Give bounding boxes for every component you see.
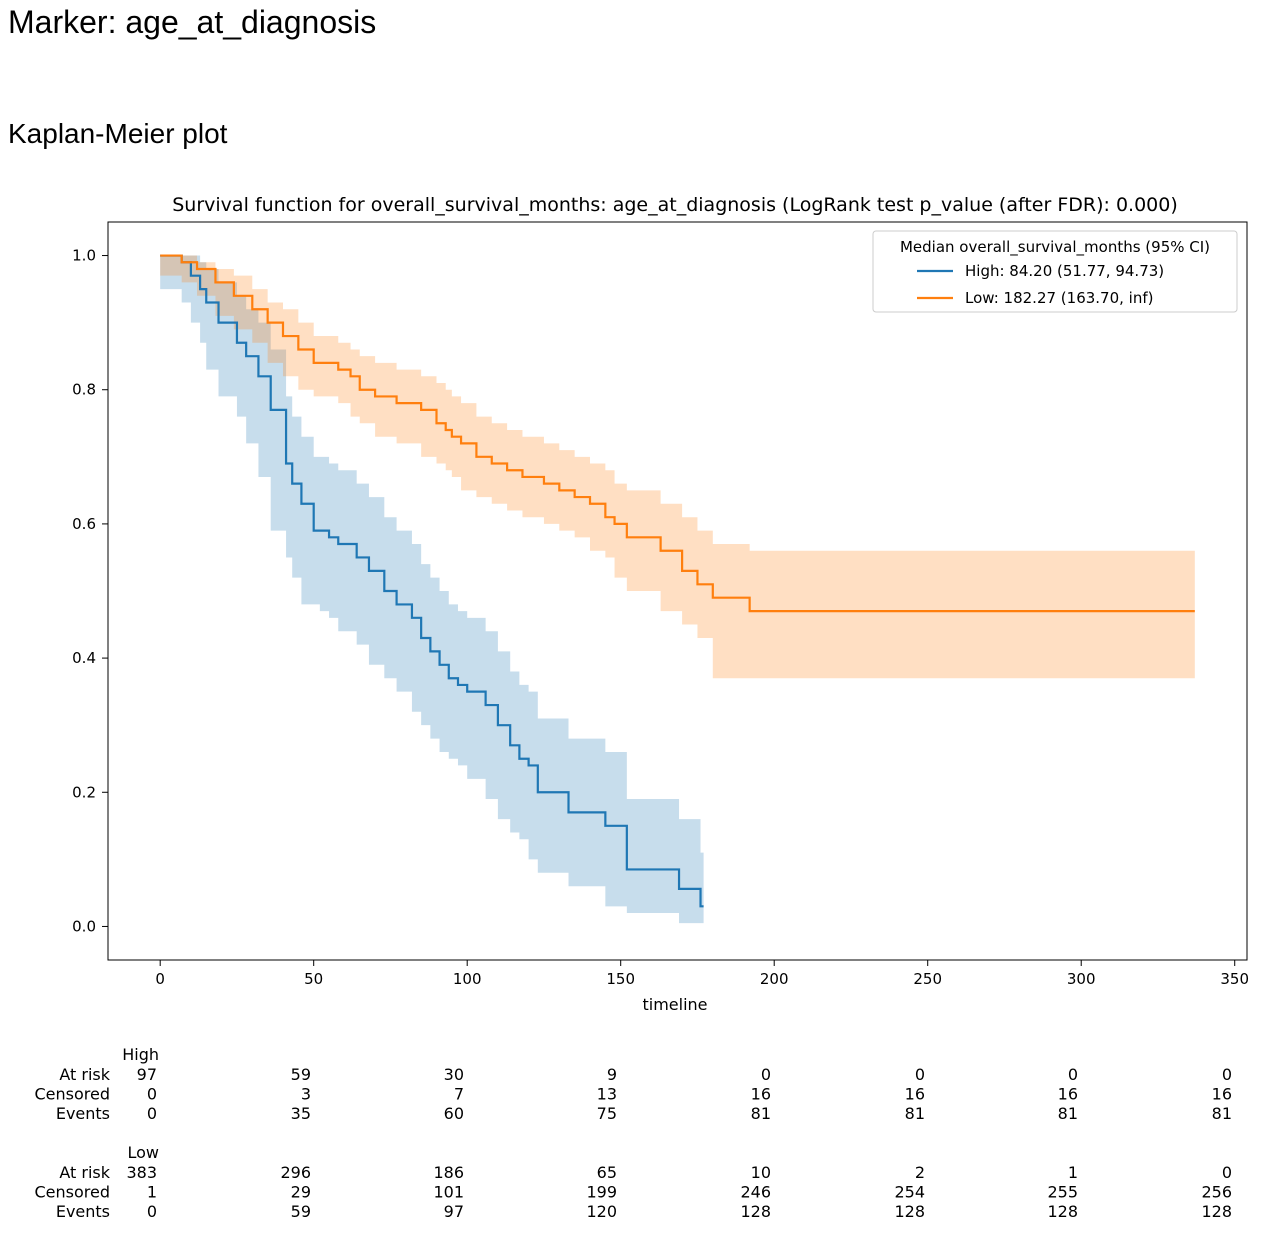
table-cell: 0 — [1222, 1163, 1232, 1182]
table-cell: 81 — [1058, 1104, 1078, 1123]
table-cell: 0 — [915, 1065, 925, 1084]
table-cell: 16 — [751, 1085, 771, 1104]
table-cell: 2 — [915, 1163, 925, 1182]
table-cell: 0 — [1222, 1065, 1232, 1084]
group-name-high: High — [122, 1045, 159, 1064]
y-tick-label: 0.4 — [72, 649, 96, 667]
table-cell: 9 — [607, 1065, 617, 1084]
row-label: Events — [56, 1202, 110, 1221]
plot-area — [160, 254, 1195, 924]
legend-box — [872, 230, 1238, 313]
table-cell: 75 — [597, 1104, 617, 1123]
legend-label-low: Low: 182.27 (163.70, inf) — [965, 289, 1153, 307]
table-cell: 59 — [291, 1202, 311, 1221]
table-cell: 128 — [1047, 1202, 1078, 1221]
survival-line-high — [160, 254, 704, 908]
table-cell: 81 — [1212, 1104, 1232, 1123]
x-tick-label: 150 — [606, 970, 635, 988]
x-tick-label: 300 — [1067, 970, 1096, 988]
table-cell: 97 — [444, 1202, 464, 1221]
row-label: Events — [56, 1104, 110, 1123]
table-cell: 59 — [291, 1065, 311, 1084]
table-cell: 16 — [1212, 1085, 1232, 1104]
x-tick-label: 100 — [453, 970, 482, 988]
ci-band-low — [160, 255, 1195, 679]
table-cell: 0 — [761, 1065, 771, 1084]
table-cell: 383 — [126, 1163, 157, 1182]
x-tick-label: 200 — [760, 970, 789, 988]
table-cell: 29 — [291, 1183, 311, 1202]
row-label: Censored — [34, 1085, 110, 1104]
plot-heading: Kaplan-Meier plot — [8, 118, 228, 149]
table-cell: 101 — [433, 1183, 464, 1202]
legend-title: Median overall_survival_months (95% CI) — [900, 238, 1210, 257]
x-axis-label: timeline — [642, 995, 707, 1014]
x-tick-label: 350 — [1220, 970, 1249, 988]
table-cell: 296 — [280, 1163, 311, 1182]
axes: 0 50 100 150 200 250 300 350 0.0 0.2 0.4 0.6 0.8 1.0 — [72, 221, 1249, 988]
legend: Median overall_survival_months (95% CI) H… — [872, 230, 1238, 313]
x-tick-label: 50 — [304, 970, 323, 988]
km-figure: Survival function for overall_survival_m… — [34, 194, 1249, 1221]
y-tick-label: 1.0 — [72, 247, 96, 265]
ci-band-high — [160, 255, 704, 924]
group-name-low: Low — [127, 1143, 159, 1162]
table-cell: 120 — [586, 1202, 617, 1221]
y-tick-label: 0.6 — [72, 515, 96, 533]
plot-frame — [107, 221, 1248, 961]
table-cell: 81 — [751, 1104, 771, 1123]
row-label: At risk — [59, 1163, 110, 1182]
table-cell: 0 — [1068, 1065, 1078, 1084]
legend-label-high: High: 84.20 (51.77, 94.73) — [965, 262, 1164, 280]
marker-heading: Marker: age_at_diagnosis — [8, 4, 377, 40]
x-tick-label: 0 — [155, 970, 165, 988]
table-cell: 199 — [586, 1183, 617, 1202]
table-cell: 0 — [147, 1104, 157, 1123]
table-cell: 16 — [1058, 1085, 1078, 1104]
table-cell: 13 — [597, 1085, 617, 1104]
table-cell: 1 — [147, 1183, 157, 1202]
row-label: At risk — [59, 1065, 110, 1084]
row-label: Censored — [34, 1183, 110, 1202]
table-cell: 30 — [444, 1065, 464, 1084]
table-cell: 255 — [1047, 1183, 1078, 1202]
table-cell: 246 — [740, 1183, 771, 1202]
table-cell: 1 — [1068, 1163, 1078, 1182]
table-cell: 0 — [147, 1085, 157, 1104]
table-cell: 254 — [894, 1183, 925, 1202]
survival-line-low — [160, 254, 1195, 613]
table-cell: 97 — [137, 1065, 157, 1084]
table-cell: 186 — [433, 1163, 464, 1182]
table-cell: 7 — [454, 1085, 464, 1104]
x-tick-label: 250 — [913, 970, 942, 988]
table-cell: 35 — [291, 1104, 311, 1123]
table-cell: 3 — [301, 1085, 311, 1104]
table-cell: 10 — [751, 1163, 771, 1182]
table-cell: 0 — [147, 1202, 157, 1221]
table-cell: 256 — [1201, 1183, 1232, 1202]
y-tick-label: 0.0 — [72, 917, 96, 935]
y-tick-label: 0.2 — [72, 783, 96, 801]
table-cell: 60 — [444, 1104, 464, 1123]
chart-title: Survival function for overall_survival_m… — [172, 194, 1178, 216]
table-cell: 81 — [905, 1104, 925, 1123]
table-cell: 65 — [597, 1163, 617, 1182]
table-cell: 128 — [1201, 1202, 1232, 1221]
table-cell: 128 — [894, 1202, 925, 1221]
table-cell: 16 — [905, 1085, 925, 1104]
table-cell: 128 — [740, 1202, 771, 1221]
y-tick-label: 0.8 — [72, 381, 96, 399]
